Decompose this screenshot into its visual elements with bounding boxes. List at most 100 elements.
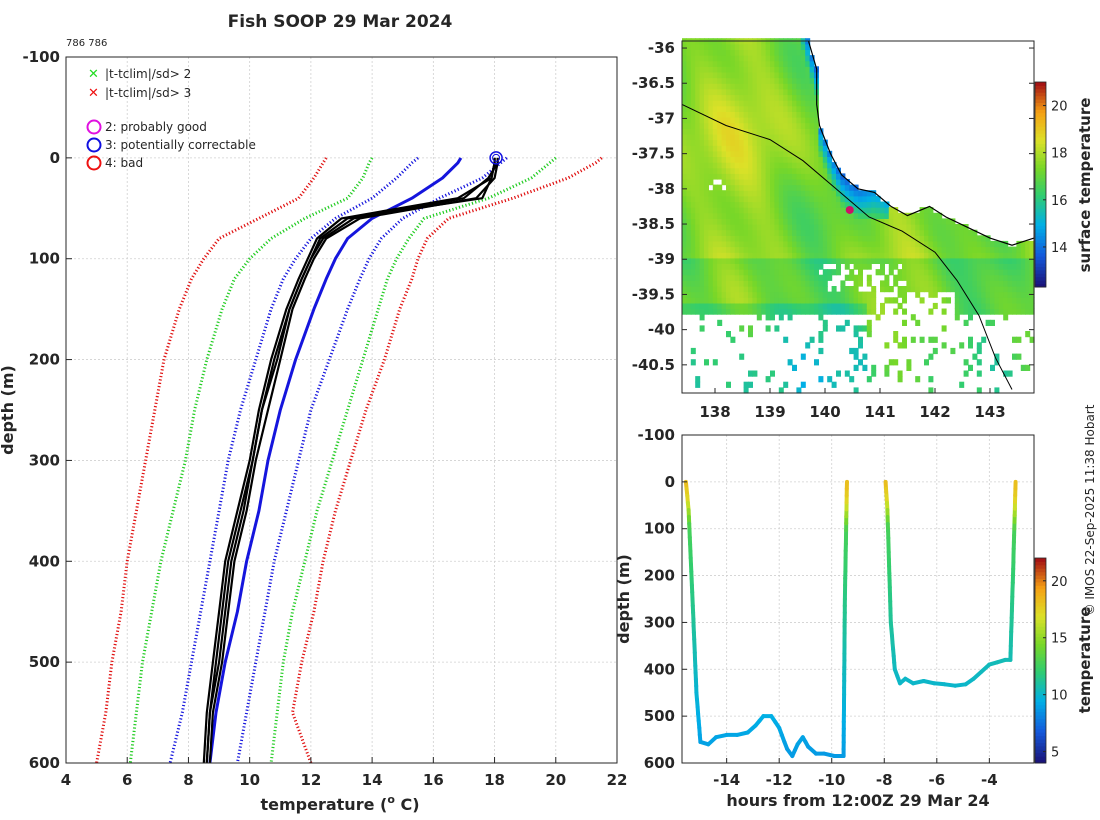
sst-cell <box>686 94 692 101</box>
sst-cell <box>866 325 872 332</box>
sst-cell <box>708 117 714 124</box>
sst-cell <box>752 55 758 62</box>
map-lat-tick-label: -40.5 <box>632 356 675 374</box>
sst-cell <box>827 162 833 169</box>
sst-cell <box>695 376 701 383</box>
sst-cell <box>831 212 837 219</box>
sst-cell <box>818 201 824 208</box>
sst-cell <box>734 117 740 124</box>
sst-cell <box>686 291 692 298</box>
sst-cell <box>765 314 771 321</box>
sst-cell <box>756 229 762 236</box>
sst-cell <box>985 319 991 326</box>
sst-cell <box>836 246 841 253</box>
sst-cell <box>1003 274 1009 281</box>
sst-cell <box>998 252 1004 259</box>
sst-cell <box>708 218 714 225</box>
sst-cell <box>712 218 718 225</box>
sst-cell <box>849 212 855 219</box>
sst-cell <box>800 218 806 225</box>
sst-cell <box>928 336 934 343</box>
sst-cell <box>721 77 727 84</box>
sst-cell <box>690 302 696 310</box>
sst-cell <box>761 88 767 96</box>
sst-cell <box>840 291 846 298</box>
sst-cell <box>866 263 872 270</box>
sst-cell <box>783 263 789 270</box>
sst-cell <box>752 150 758 157</box>
sst-cell <box>880 240 885 248</box>
sst-cell <box>682 280 687 287</box>
sst-cell <box>690 128 696 135</box>
sst-cell <box>1016 263 1022 270</box>
sst-cell <box>822 297 828 304</box>
sst-cell <box>805 297 811 304</box>
sst-cell <box>994 274 1000 281</box>
sst-cell <box>686 139 692 146</box>
sst-cell <box>814 173 819 180</box>
sst-cell <box>717 122 723 129</box>
sst-cell <box>787 212 793 219</box>
sst-cell <box>690 240 696 248</box>
profile-y-tick-label: 300 <box>29 451 60 469</box>
sst-cell <box>836 257 841 264</box>
sst-cell <box>941 246 947 253</box>
map-colorbar-segment <box>1035 276 1046 281</box>
sst-cell <box>690 105 696 112</box>
track-colorbar-segment <box>1035 585 1046 590</box>
sst-cell <box>796 302 802 310</box>
sst-cell <box>778 212 784 219</box>
sst-cell <box>765 145 771 152</box>
sst-cell <box>822 212 828 219</box>
sst-cell <box>682 240 687 248</box>
sst-cell <box>695 240 701 248</box>
sst-cell <box>761 229 767 236</box>
sst-cell <box>880 246 885 253</box>
sst-cell <box>695 111 701 118</box>
sst-cell <box>818 286 824 293</box>
sst-cell <box>849 297 855 304</box>
sst-cell <box>919 235 925 242</box>
sst-cell <box>708 246 714 253</box>
sst-cell <box>721 128 727 135</box>
sst-cell <box>866 257 872 264</box>
map-lat-tick-label: -40 <box>648 321 675 339</box>
sst-cell <box>726 156 731 163</box>
sst-cell <box>748 145 753 152</box>
sst-cell <box>818 162 824 169</box>
sst-cell <box>765 297 771 304</box>
sst-cell <box>818 302 824 310</box>
profile-y-tick-label: 400 <box>29 552 60 570</box>
sst-cell <box>761 128 767 135</box>
sst-cell <box>704 162 709 169</box>
sst-cell <box>717 302 723 310</box>
sst-cell <box>959 291 965 298</box>
sst-cell <box>994 302 1000 310</box>
track-x-tick-label: -8 <box>876 771 893 789</box>
sst-cell <box>682 105 687 112</box>
sst-cell <box>814 128 819 135</box>
map-colorbar-segment <box>1035 150 1046 155</box>
sst-cell <box>726 72 731 79</box>
sst-cell <box>985 274 991 281</box>
sst-cell <box>734 269 740 276</box>
sst-cell <box>994 353 1000 360</box>
sst-cell <box>844 184 850 191</box>
sst-cell <box>739 240 745 248</box>
sst-cell <box>734 280 740 287</box>
sst-cell <box>800 111 806 118</box>
sst-cell <box>1025 246 1031 253</box>
sst-cell <box>1007 291 1013 298</box>
sst-cell <box>1025 297 1031 304</box>
sst-cell <box>743 179 749 186</box>
sst-cell <box>699 167 705 174</box>
sst-cell <box>809 229 815 236</box>
sst-cell <box>946 240 951 248</box>
sst-cell <box>902 291 907 298</box>
sst-cell <box>726 111 731 118</box>
sst-cell <box>787 235 793 242</box>
sst-cell <box>699 66 705 73</box>
sst-cell <box>862 291 868 298</box>
